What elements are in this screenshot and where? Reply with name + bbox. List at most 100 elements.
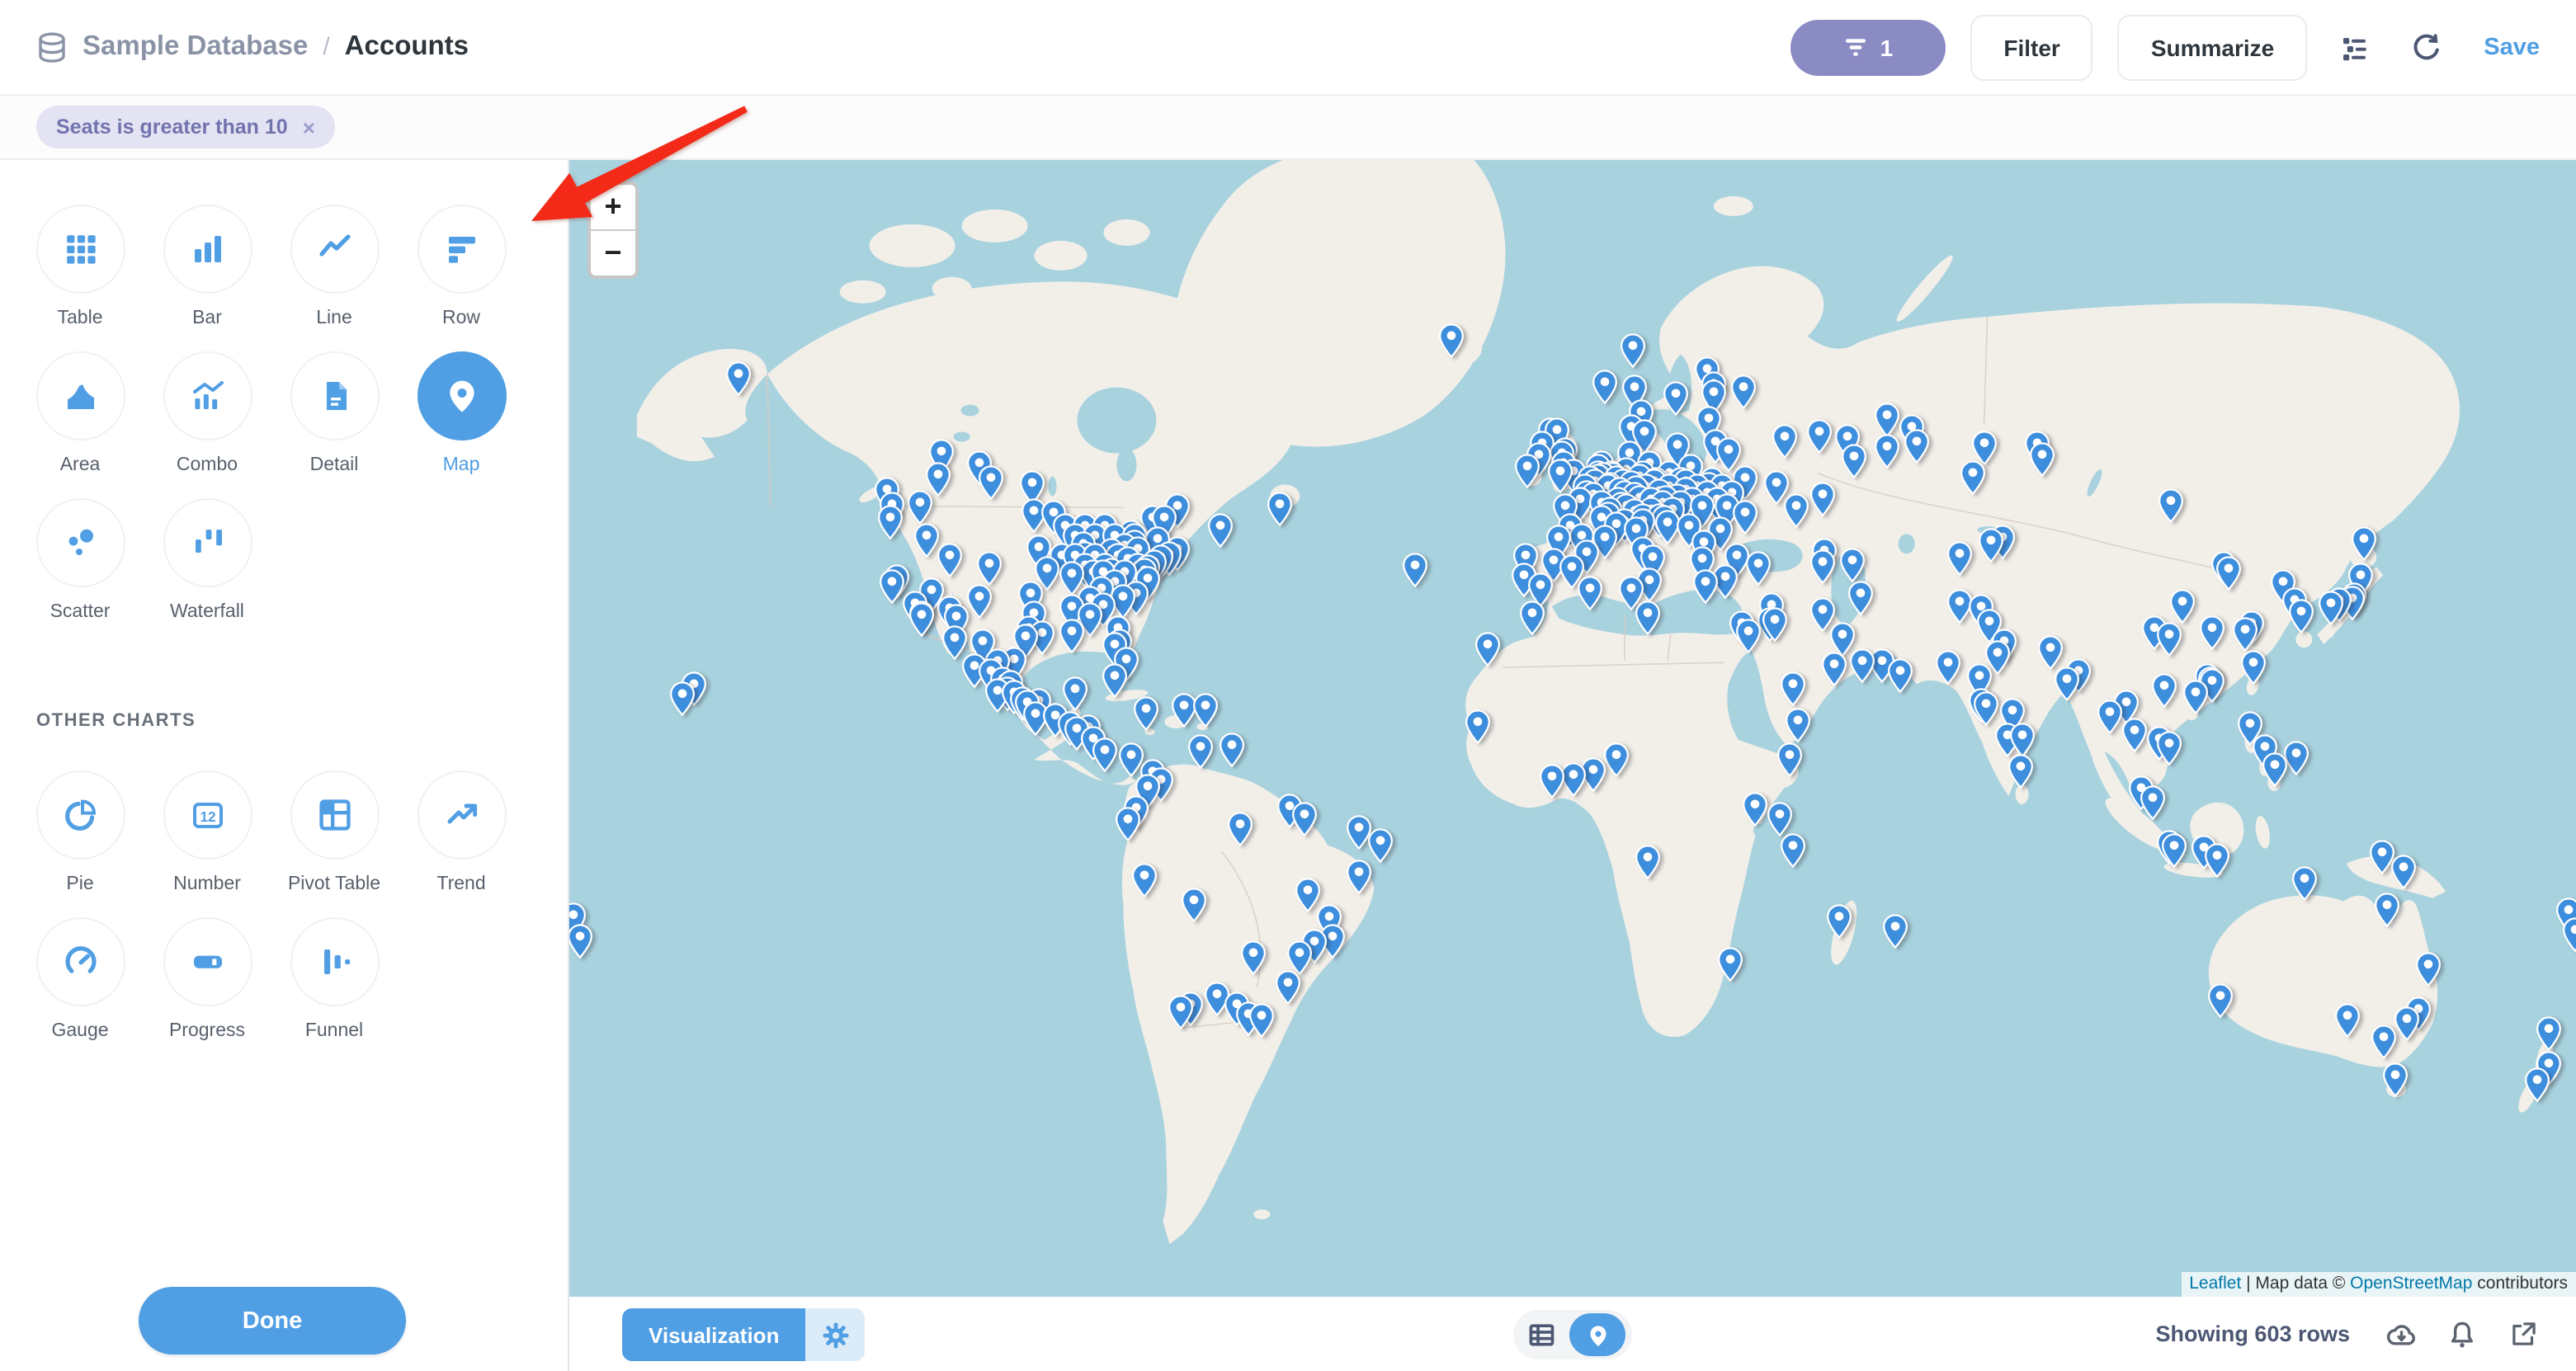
refresh-icon[interactable] — [2409, 31, 2442, 64]
map-pin[interactable] — [1286, 940, 1312, 975]
map-pin[interactable] — [1946, 540, 1972, 576]
map-pin[interactable] — [924, 461, 951, 497]
map-pin[interactable] — [1290, 801, 1317, 836]
map-pin[interactable] — [1366, 827, 1393, 863]
map-pin[interactable] — [936, 542, 962, 577]
map-pin[interactable] — [1203, 981, 1229, 1016]
map-pin[interactable] — [2523, 1067, 2550, 1102]
openstreetmap-link[interactable]: OpenStreetMap — [2350, 1274, 2473, 1293]
map-pin[interactable] — [1762, 469, 1789, 505]
map-pin[interactable] — [1345, 859, 1371, 894]
map-pin[interactable] — [1805, 418, 1832, 454]
map-pin[interactable] — [1977, 527, 2003, 563]
map-pin[interactable] — [1840, 443, 1866, 478]
map-pin[interactable] — [1959, 459, 1985, 495]
map-pin[interactable] — [1847, 580, 1873, 615]
map-pin[interactable] — [2007, 753, 2033, 789]
map-pin[interactable] — [1691, 568, 1718, 604]
map-pin[interactable] — [1294, 877, 1320, 912]
map-pin[interactable] — [1274, 969, 1300, 1005]
map-pin[interactable] — [2008, 722, 2035, 757]
viz-option-line[interactable]: Line — [271, 205, 398, 328]
map-pin[interactable] — [1101, 662, 1127, 698]
map-pin[interactable] — [2139, 784, 2165, 820]
map-pin[interactable] — [2160, 832, 2187, 868]
map-pin[interactable] — [1538, 763, 1564, 799]
map-pin[interactable] — [1076, 601, 1102, 637]
map-pin[interactable] — [1191, 692, 1218, 728]
map-pin[interactable] — [2373, 892, 2399, 927]
breadcrumb-table[interactable]: Accounts — [344, 31, 469, 61]
zoom-out-button[interactable]: − — [591, 231, 635, 276]
map-pin[interactable] — [1779, 832, 1805, 868]
map-pin[interactable] — [1716, 946, 1743, 982]
map-pin[interactable] — [2121, 717, 2147, 752]
map-pin[interactable] — [878, 568, 904, 604]
map-pin[interactable] — [941, 624, 967, 660]
map-pin[interactable] — [2150, 672, 2177, 708]
map-pin[interactable] — [1771, 423, 1797, 459]
download-icon[interactable] — [2385, 1317, 2418, 1350]
map-pin[interactable] — [1731, 499, 1757, 535]
map-pin[interactable] — [1206, 512, 1233, 548]
map-pin[interactable] — [2381, 1062, 2408, 1097]
map-pin[interactable] — [2198, 615, 2225, 650]
map-pin[interactable] — [876, 504, 903, 539]
map-pin[interactable] — [1579, 756, 1606, 792]
map-pin[interactable] — [2168, 588, 2195, 624]
map-pin[interactable] — [1848, 648, 1875, 683]
map-pin[interactable] — [1776, 742, 1802, 777]
map-pin[interactable] — [1319, 923, 1345, 959]
map-pin[interactable] — [1946, 588, 1972, 624]
map-pin[interactable] — [1518, 600, 1545, 635]
map-pin[interactable] — [2036, 634, 2063, 670]
map-pin[interactable] — [1591, 524, 1617, 559]
map-pin[interactable] — [1784, 707, 1810, 742]
map-pin[interactable] — [1873, 402, 1899, 437]
map-pin[interactable] — [2261, 751, 2287, 787]
map-pin[interactable] — [1809, 481, 1835, 516]
map-pin[interactable] — [1226, 811, 1253, 846]
map-pin[interactable] — [2231, 616, 2258, 652]
map-pin[interactable] — [1437, 323, 1464, 358]
viz-option-pivot[interactable]: Pivot Table — [271, 770, 398, 894]
map-pin[interactable] — [1734, 618, 1761, 653]
map-pin[interactable] — [1970, 430, 1997, 465]
map-pin[interactable] — [1239, 940, 1266, 975]
map-pin[interactable] — [1741, 791, 1767, 827]
viz-option-waterfall[interactable]: Waterfall — [144, 498, 271, 622]
map-pin[interactable] — [668, 681, 695, 716]
map-pin[interactable] — [1617, 575, 1644, 610]
map-pin[interactable] — [1903, 428, 1929, 464]
map-pin[interactable] — [1091, 737, 1117, 772]
notebook-icon[interactable] — [2338, 31, 2371, 64]
map-pin[interactable] — [2368, 839, 2394, 874]
map-pin[interactable] — [2215, 555, 2241, 591]
map-pin[interactable] — [1218, 732, 1244, 767]
map-pin[interactable] — [1711, 563, 1738, 599]
map-pin[interactable] — [913, 522, 939, 558]
map-pin[interactable] — [2535, 1015, 2561, 1051]
map-pin[interactable] — [2028, 441, 2055, 477]
visualization-settings-button[interactable] — [805, 1308, 866, 1361]
map-pin[interactable] — [2282, 740, 2309, 775]
map-pin[interactable] — [1401, 552, 1427, 587]
map-pin[interactable] — [1345, 814, 1371, 850]
map-pin[interactable] — [1972, 690, 1998, 726]
map-pin[interactable] — [1028, 620, 1054, 655]
map-pin[interactable] — [1766, 801, 1792, 836]
map-pin[interactable] — [1934, 649, 1960, 685]
map-pin[interactable] — [1576, 575, 1602, 610]
zoom-in-button[interactable]: + — [591, 185, 635, 231]
viz-option-combo[interactable]: Combo — [144, 351, 271, 475]
viz-option-trend[interactable]: Trend — [398, 770, 525, 894]
map-pin[interactable] — [1761, 606, 1787, 642]
viz-option-pie[interactable]: Pie — [17, 770, 144, 894]
map-pin[interactable] — [1167, 994, 1193, 1029]
viz-option-funnel[interactable]: Funnel — [271, 917, 398, 1041]
map-pin[interactable] — [1180, 887, 1206, 922]
filter-count-pill[interactable]: 1 — [1790, 19, 1946, 75]
map-pin[interactable] — [1558, 554, 1584, 589]
map-pin[interactable] — [1513, 453, 1540, 488]
viz-option-row[interactable]: Row — [398, 205, 525, 328]
